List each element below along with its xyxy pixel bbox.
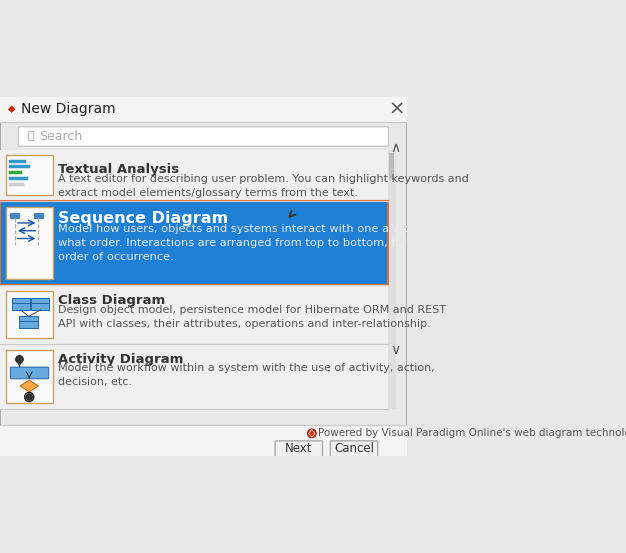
Text: A text editor for describing user problem. You can highlight keywords and
extrac: A text editor for describing user proble… [58, 174, 470, 197]
Polygon shape [20, 380, 38, 392]
Text: Powered by Visual Paradigm Online's web diagram technology: Powered by Visual Paradigm Online's web … [318, 429, 626, 439]
FancyBboxPatch shape [18, 127, 389, 146]
FancyBboxPatch shape [275, 441, 322, 457]
Bar [0, 344, 388, 409]
Text: Cancel: Cancel [334, 442, 374, 456]
Bar [31, 298, 49, 310]
FancyBboxPatch shape [0, 97, 407, 456]
Polygon shape [7, 105, 16, 114]
Bar [0, 150, 388, 201]
FancyBboxPatch shape [6, 155, 53, 195]
Bar [12, 298, 30, 310]
Text: Model how users, objects and systems interact with one another and in
what order: Model how users, objects and systems int… [58, 224, 474, 262]
FancyBboxPatch shape [6, 207, 53, 279]
Text: ∧: ∧ [390, 140, 400, 154]
FancyBboxPatch shape [6, 349, 53, 403]
Circle shape [16, 356, 23, 363]
Circle shape [307, 429, 316, 438]
Bar [0, 425, 407, 456]
Text: ∨: ∨ [390, 343, 400, 357]
Bar [0, 97, 407, 122]
Bar [388, 150, 396, 409]
Bar [389, 153, 394, 179]
Text: ×: × [388, 100, 404, 119]
Text: Textual Analysis: Textual Analysis [58, 163, 180, 176]
Polygon shape [309, 430, 315, 437]
Text: 🔍: 🔍 [27, 132, 34, 142]
Text: Sequence Diagram: Sequence Diagram [58, 211, 228, 226]
Bar [11, 212, 19, 218]
Text: Model the workflow within a system with the use of activity, action,
decision, e: Model the workflow within a system with … [58, 363, 435, 387]
Text: New Diagram: New Diagram [21, 102, 115, 116]
Text: Class Diagram: Class Diagram [58, 294, 166, 307]
FancyBboxPatch shape [6, 291, 53, 338]
Bar [19, 316, 38, 328]
Text: Search: Search [39, 130, 82, 143]
Bar [0, 201, 388, 285]
Text: Next: Next [285, 442, 312, 456]
Circle shape [26, 394, 33, 400]
Bar [0, 285, 388, 344]
Text: Activity Diagram: Activity Diagram [58, 353, 184, 366]
Text: Design object model, persistence model for Hibernate ORM and REST
API with class: Design object model, persistence model f… [58, 305, 446, 328]
Bar [34, 212, 43, 218]
FancyBboxPatch shape [11, 367, 49, 379]
FancyBboxPatch shape [331, 441, 377, 457]
